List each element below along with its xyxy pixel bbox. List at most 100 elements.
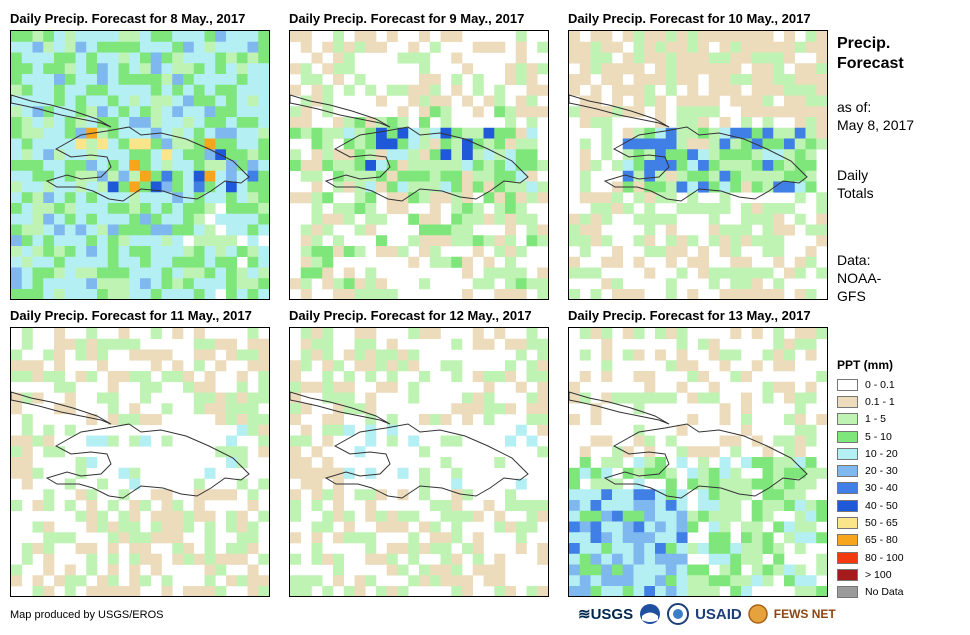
precip-cell [365,553,377,565]
precip-cell [762,224,774,236]
precip-cell [343,267,355,279]
cuba-coastline [290,391,391,425]
precip-cell [644,467,656,479]
precip-cell [762,106,774,118]
precip-cell [107,95,119,107]
precip-cell [107,543,119,555]
precip-cell [150,181,162,193]
precip-cell [258,181,269,193]
precip-cell [579,328,591,340]
precip-cell [226,213,238,225]
precip-cell [32,521,44,533]
precip-cell [365,510,377,522]
precip-cell [183,267,195,279]
precip-cell [708,543,720,555]
precip-cell [322,328,334,340]
precip-cell [687,510,699,522]
precip-cell [730,553,742,565]
legend-item: 0.1 - 1 [837,393,904,410]
precip-cell [322,138,334,150]
precip-cell [129,170,141,182]
precip-cell [633,392,645,404]
precip-cell [258,338,269,350]
precip-cell [483,213,495,225]
precip-cell [784,360,796,372]
data-label: Data: [837,252,871,268]
precip-cell [75,489,87,501]
precip-cell [204,41,216,53]
precip-cell [247,41,259,53]
totals-label: Totals [837,185,874,201]
precip-cell [751,575,763,587]
precip-cell [172,521,184,533]
precip-cell [440,360,452,372]
precip-cell [794,149,806,161]
precip-cell [193,41,205,53]
precip-cell [247,224,259,236]
precip-cell [773,63,785,75]
cuba-coastline [569,94,670,128]
precip-cell [64,256,76,268]
precip-cell [311,328,323,340]
precip-cell [43,256,55,268]
precip-cell [451,203,463,215]
precip-cell [236,371,248,383]
precip-cell [505,521,517,533]
precip-cell [161,213,173,225]
precip-cell [322,160,334,172]
precip-cell [505,160,517,172]
precip-cell [32,149,44,161]
precip-cell [161,586,173,596]
precip-cell [343,349,355,361]
precip-cell [665,521,677,533]
precip-cell [311,203,323,215]
precip-cell [665,478,677,490]
precip-cell [429,414,441,426]
precip-cell [419,106,431,118]
precip-cell [494,181,506,193]
precip-cell [376,160,388,172]
precip-cell [633,349,645,361]
precip-cell [215,267,227,279]
precip-cell [741,31,753,43]
precip-cell [601,338,613,350]
precip-cell [333,203,345,215]
precip-cell [97,213,109,225]
precip-cell [75,267,87,279]
precip-cell [633,95,645,107]
precip-cell [451,31,463,43]
precip-cell [107,414,119,426]
precip-cell [773,246,785,258]
precip-cell [494,371,506,383]
precip-cell [773,213,785,225]
precip-cell [751,521,763,533]
precip-cell [665,586,677,596]
precip-cell [86,52,98,64]
precip-cell [483,575,495,587]
precip-cell [86,489,98,501]
precip-cell [816,41,827,53]
precip-cell [579,489,591,501]
precip-cell [333,500,345,512]
legend-swatch [837,568,858,581]
precip-cell [204,349,216,361]
precip-cell [601,521,613,533]
precip-cell [43,349,55,361]
precip-cell [698,138,710,150]
precip-cell [150,489,162,501]
precip-cell [118,414,130,426]
precip-cell [505,224,517,236]
precip-cell [644,267,656,279]
precip-cell [97,41,109,53]
precip-cell [665,246,677,258]
precip-cell [64,289,76,299]
precip-cell [472,543,484,555]
precip-cell [698,41,710,53]
precip-cell [601,575,613,587]
precip-cell [183,521,195,533]
precip-cell [462,586,474,596]
precip-cell [75,117,87,129]
precip-cell [226,149,238,161]
precip-cell [526,360,538,372]
precip-cell [773,338,785,350]
